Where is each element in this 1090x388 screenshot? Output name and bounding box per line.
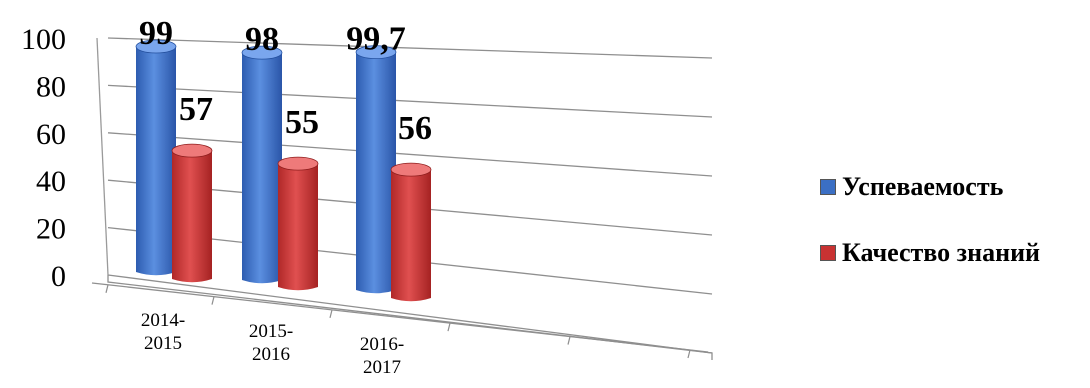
legend-swatch-series-2 xyxy=(820,245,836,261)
y-tick-label: 100 xyxy=(21,23,66,56)
y-tick-label: 80 xyxy=(36,70,66,103)
x-tick xyxy=(211,296,215,305)
bar-uspevaemost-0 xyxy=(135,39,177,276)
bar-cap xyxy=(241,45,283,60)
x-tick xyxy=(447,322,451,332)
back-wall-edge xyxy=(96,37,109,276)
category-label: 2016-2017 xyxy=(360,334,404,378)
category-label: 2015-2016 xyxy=(249,321,293,365)
bar-body xyxy=(136,46,176,276)
data-label: 56 xyxy=(398,110,432,147)
data-label: 99,7 xyxy=(346,21,406,58)
x-tick xyxy=(687,349,691,359)
gridline xyxy=(107,274,713,354)
bars xyxy=(135,39,432,302)
bar-cap xyxy=(390,162,432,177)
legend-item-series-1: Успеваемость xyxy=(820,172,1040,202)
data-label: 57 xyxy=(179,91,213,128)
data-label: 55 xyxy=(285,104,319,141)
bar-cap xyxy=(171,143,213,158)
bar-body xyxy=(172,150,212,283)
bar-cap xyxy=(355,45,397,60)
legend-label-series-2: Качество знаний xyxy=(842,238,1041,267)
legend-item-series-2: Качество знаний xyxy=(820,238,1040,268)
bar-body xyxy=(391,169,431,302)
bar-kachestvo-2 xyxy=(390,162,432,302)
legend-swatch-series-1 xyxy=(820,179,836,195)
y-tick-label: 40 xyxy=(36,165,66,198)
data-label: 99 xyxy=(139,15,173,52)
x-axis xyxy=(91,282,709,353)
x-tick xyxy=(329,309,333,319)
bar-kachestvo-1 xyxy=(277,156,319,291)
gridline xyxy=(107,37,713,59)
x-tick xyxy=(105,284,109,293)
y-tick-label: 20 xyxy=(36,213,66,246)
y-tick-label: 0 xyxy=(51,260,66,293)
gridline xyxy=(107,132,713,177)
x-tick xyxy=(567,336,571,345)
labels: 0 20 40 60 80 100 99 98 99,7 57 55 56 2014-2015 2015-… xyxy=(21,15,432,378)
bar-body xyxy=(278,163,318,291)
bar-body xyxy=(242,52,282,284)
data-label: 98 xyxy=(245,21,279,58)
legend-label-series-1: Успеваемость xyxy=(842,172,1004,201)
bar-uspevaemost-1 xyxy=(241,45,283,284)
axes xyxy=(91,37,713,360)
gridline xyxy=(107,84,713,118)
bar-body xyxy=(356,52,396,294)
category-label: 2014-2015 xyxy=(141,310,185,354)
y-tick-label: 60 xyxy=(36,118,66,151)
bar-uspevaemost-2 xyxy=(355,45,397,294)
bar-cap xyxy=(135,39,177,54)
floor-edge xyxy=(107,275,713,360)
legend: Успеваемость Качество знаний xyxy=(820,172,1040,304)
bar-cap xyxy=(277,156,319,171)
bar-kachestvo-0 xyxy=(171,143,213,283)
